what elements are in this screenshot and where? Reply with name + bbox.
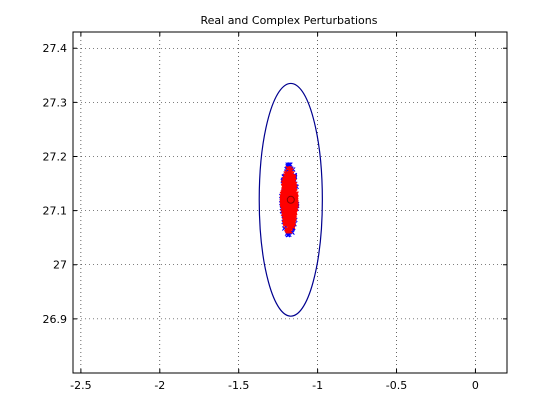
x-marker [283,209,288,214]
x-tick-label: -1 [312,379,323,392]
x-marker [284,226,290,232]
x-marker [285,184,291,190]
y-tick-label: 27.3 [43,96,68,109]
perturbation-ellipse [258,82,323,317]
x-marker [287,228,293,234]
x-marker [291,209,297,214]
x-marker [286,215,292,221]
x-marker [283,171,289,177]
x-marker [290,179,295,184]
x-marker [287,162,293,167]
y-tick-label: 26.9 [43,313,68,326]
y-tick-label: 27.4 [43,42,68,55]
x-marker [291,188,296,194]
x-marker [284,188,290,194]
x-marker [285,166,291,171]
x-marker [293,194,299,200]
plot-area [258,82,323,317]
x-marker [286,222,292,227]
x-marker [286,207,292,212]
y-tick-label: 27.1 [43,205,68,218]
x-marker [285,204,290,210]
y-tick-label: 27.2 [43,150,68,163]
x-tick-label: -2.5 [70,379,91,392]
x-marker [288,167,293,173]
x-tick-label: -0.5 [386,379,407,392]
x-marker [287,200,293,205]
y-tick-label: 27 [53,259,67,272]
x-marker [288,176,294,182]
x-marker [285,232,291,238]
x-tick-label: 0 [472,379,479,392]
axis-ticks: -2.5 -2 -1.5 -1 -0.5 0 26.9 27 27.1 27.2 27.3 27.4 [43,32,507,392]
axes-frame [72,31,508,374]
complex-perturbation-series [279,166,299,234]
nominal-eigenvalue-point [286,195,295,204]
x-tick-label: -1.5 [228,379,249,392]
x-marker [291,205,296,210]
x-marker [282,212,288,218]
x-marker [279,192,285,197]
x-marker [289,213,295,219]
chart-title: Real and Complex Perturbations [200,14,377,27]
x-tick-label: -2 [154,379,165,392]
x-marker [291,216,297,222]
